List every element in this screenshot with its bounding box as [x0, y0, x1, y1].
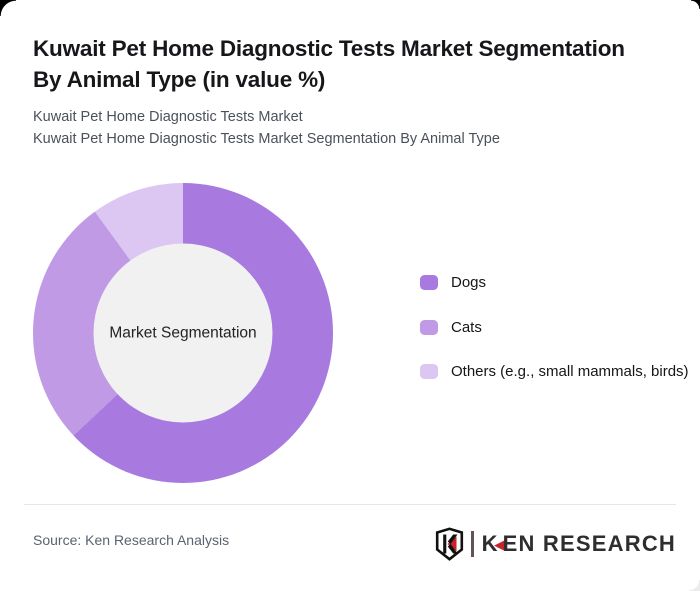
legend-item-dogs: Dogs — [420, 272, 689, 294]
ken-research-badge-icon: K — [435, 527, 463, 561]
card-corner-bottom-right — [689, 580, 700, 591]
legend-label-dogs: Dogs — [451, 274, 487, 291]
source-note: Source: Ken Research Analysis — [33, 532, 230, 548]
page-title: Kuwait Pet Home Diagnostic Tests Market … — [33, 36, 625, 92]
legend-swatch-others — [420, 364, 438, 379]
subtitle-line-1: Kuwait Pet Home Diagnostic Tests Market — [33, 109, 303, 125]
legend-item-others: Others (e.g., small mammals, birds) — [420, 361, 689, 383]
legend-swatch-dogs — [420, 275, 438, 290]
footer-divider — [24, 504, 676, 505]
logo-separator — [470, 531, 474, 557]
ken-research-logo: K K ◀ EN RESEARCH — [435, 527, 676, 561]
donut-hole: Market Segmentation — [93, 243, 273, 423]
subtitle-line-2: Kuwait Pet Home Diagnostic Tests Market … — [33, 130, 500, 147]
logo-wordmark: K ◀ EN RESEARCH — [482, 531, 676, 557]
donut-chart: Market Segmentation — [33, 183, 333, 483]
legend-item-cats: Cats — [420, 317, 689, 339]
wordmark-rest: EN RESEARCH — [502, 531, 676, 556]
red-triangle-icon: ◀ — [494, 536, 505, 552]
legend-label-others: Others (e.g., small mammals, birds) — [451, 363, 689, 380]
legend-swatch-cats — [420, 319, 438, 335]
donut-center-label: Market Segmentation — [109, 324, 257, 341]
card-corner-top-left — [0, 0, 16, 16]
legend-label-cats: Cats — [451, 318, 482, 336]
chart-subtitle: Kuwait Pet Home Diagnostic Tests Market … — [33, 107, 653, 150]
wordmark-k: K — [481, 531, 499, 556]
card-corner-top-right — [691, 0, 700, 9]
chart-legend: Dogs Cats Others (e.g., small mammals, b… — [420, 272, 689, 406]
